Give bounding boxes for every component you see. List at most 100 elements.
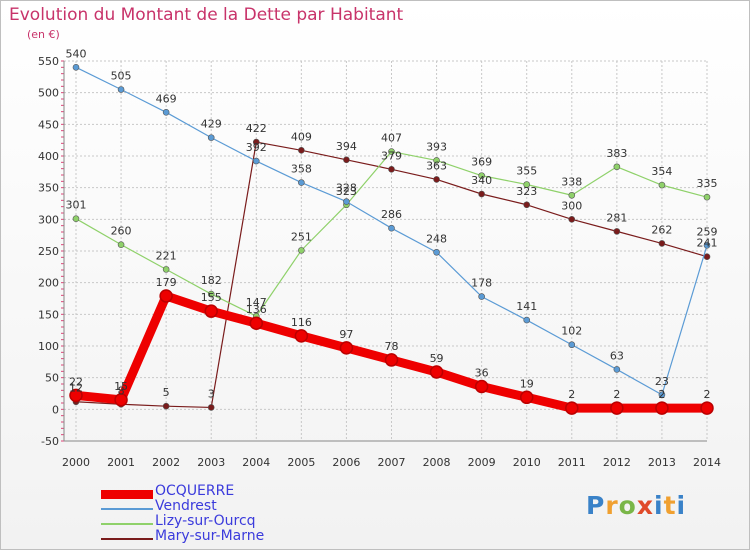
data-label-ocquerre: 2 — [658, 388, 665, 401]
data-point-mary-sur-marne — [162, 402, 170, 410]
legend-label: Lizy-sur-Ourcq — [155, 513, 256, 529]
data-label-lizy-sur-ourcq: 393 — [426, 140, 447, 153]
y-tick-label: 550 — [38, 55, 59, 68]
data-label-lizy-sur-ourcq: 260 — [111, 225, 132, 238]
data-point-lizy-sur-ourcq — [72, 215, 80, 222]
data-point-mary-sur-marne — [433, 176, 440, 183]
data-point-vendrest — [298, 179, 305, 186]
legend-item-ocquerre: OCQUERRE — [101, 483, 301, 500]
data-point-mary-sur-marne — [298, 147, 305, 154]
legend-label: Vendrest — [155, 498, 217, 514]
y-tick-label: 0 — [52, 403, 59, 416]
logo-letter: r — [605, 491, 619, 520]
data-point-vendrest — [568, 341, 576, 349]
data-label-ocquerre: 179 — [156, 276, 177, 289]
x-tick-label: 2006 — [332, 456, 360, 469]
y-tick-label: 150 — [38, 308, 59, 321]
y-tick-label: 200 — [38, 277, 59, 290]
data-point-lizy-sur-ourcq — [433, 157, 440, 164]
data-label-mary-sur-marne: 379 — [381, 149, 402, 162]
data-label-ocquerre: 15 — [114, 380, 128, 393]
data-point-ocquerre — [114, 393, 128, 407]
data-label-mary-sur-marne: 241 — [697, 237, 718, 250]
data-label-lizy-sur-ourcq: 338 — [561, 175, 582, 188]
data-label-ocquerre: 22 — [69, 375, 83, 388]
data-label-vendrest: 248 — [426, 232, 447, 245]
legend-swatch — [101, 489, 153, 499]
data-point-ocquerre — [565, 401, 579, 415]
data-point-vendrest — [117, 86, 125, 93]
data-label-vendrest: 286 — [381, 208, 402, 221]
data-label-ocquerre: 59 — [430, 352, 444, 365]
data-point-vendrest — [207, 134, 215, 141]
data-label-vendrest: 505 — [111, 70, 132, 83]
data-label-lizy-sur-ourcq: 383 — [606, 147, 627, 160]
logo-letter: i — [654, 491, 664, 520]
data-label-ocquerre: 97 — [339, 328, 353, 341]
data-point-vendrest — [613, 366, 621, 373]
proxiti-logo: Proxiti — [586, 491, 686, 520]
logo-letter: t — [663, 491, 677, 520]
x-tick-label: 2000 — [62, 456, 90, 469]
data-point-lizy-sur-ourcq — [658, 181, 666, 189]
data-label-vendrest: 429 — [201, 118, 222, 131]
data-point-mary-sur-marne — [658, 240, 666, 247]
data-label-mary-sur-marne: 281 — [606, 211, 627, 224]
data-point-lizy-sur-ourcq — [523, 181, 531, 188]
data-point-lizy-sur-ourcq — [703, 193, 711, 201]
data-label-ocquerre: 19 — [520, 377, 534, 390]
y-tick-label: 50 — [45, 372, 59, 385]
data-label-ocquerre: 136 — [246, 303, 267, 316]
data-point-mary-sur-marne — [343, 156, 350, 164]
data-label-lizy-sur-ourcq: 354 — [651, 165, 672, 178]
data-point-ocquerre — [294, 329, 309, 343]
series-lines — [69, 64, 714, 415]
y-tick-label: 400 — [38, 150, 59, 163]
data-label-mary-sur-marne: 3 — [208, 387, 215, 400]
data-label-mary-sur-marne: 262 — [651, 223, 672, 236]
data-label-mary-sur-marne: 340 — [471, 174, 492, 187]
data-label-mary-sur-marne: 422 — [246, 122, 267, 135]
data-label-vendrest: 141 — [516, 300, 537, 313]
data-label-vendrest: 259 — [697, 225, 718, 238]
y-tick-label: 100 — [38, 340, 59, 353]
data-point-vendrest — [478, 293, 485, 300]
data-label-lizy-sur-ourcq: 301 — [66, 199, 87, 212]
logo-letter: o — [618, 491, 637, 520]
data-point-lizy-sur-ourcq — [568, 191, 576, 199]
legend-item-mary-sur-marne: Mary-sur-Marne — [101, 528, 301, 545]
data-point-lizy-sur-ourcq — [478, 172, 485, 179]
x-tick-label: 2005 — [287, 456, 315, 469]
x-tick-label: 2010 — [513, 456, 541, 469]
legend-swatch — [101, 508, 153, 510]
data-label-ocquerre: 36 — [475, 367, 489, 380]
data-label-vendrest: 178 — [471, 277, 492, 290]
data-point-lizy-sur-ourcq — [207, 290, 215, 298]
data-point-vendrest — [72, 64, 80, 71]
data-label-ocquerre: 78 — [385, 340, 399, 353]
data-label-mary-sur-marne: 8 — [118, 384, 125, 397]
data-label-lizy-sur-ourcq: 251 — [291, 230, 312, 243]
chart-unit-label: (en €) — [27, 28, 60, 41]
y-tick-label: 450 — [38, 118, 59, 131]
data-label-lizy-sur-ourcq: 221 — [156, 249, 177, 262]
x-tick-label: 2003 — [197, 456, 225, 469]
data-point-ocquerre — [519, 390, 534, 405]
data-point-vendrest — [162, 109, 170, 116]
data-label-vendrest: 23 — [655, 375, 669, 388]
data-label-lizy-sur-ourcq: 369 — [471, 156, 492, 169]
data-point-vendrest — [433, 248, 440, 256]
data-label-lizy-sur-ourcq: 407 — [381, 132, 402, 145]
data-point-ocquerre — [249, 316, 264, 330]
legend-item-vendrest: Vendrest — [101, 498, 301, 515]
logo-letter: x — [636, 491, 654, 520]
y-tick-label: 250 — [38, 245, 59, 258]
data-label-lizy-sur-ourcq: 335 — [697, 177, 718, 190]
logo-letter: i — [676, 491, 687, 520]
x-tick-label: 2001 — [107, 456, 135, 469]
data-point-vendrest — [343, 198, 350, 205]
data-point-ocquerre — [204, 304, 218, 318]
axes: -50 0 50 100 150 200 250 300 350 400 450 500 550 2000… — [38, 55, 721, 469]
data-point-ocquerre — [159, 289, 173, 303]
